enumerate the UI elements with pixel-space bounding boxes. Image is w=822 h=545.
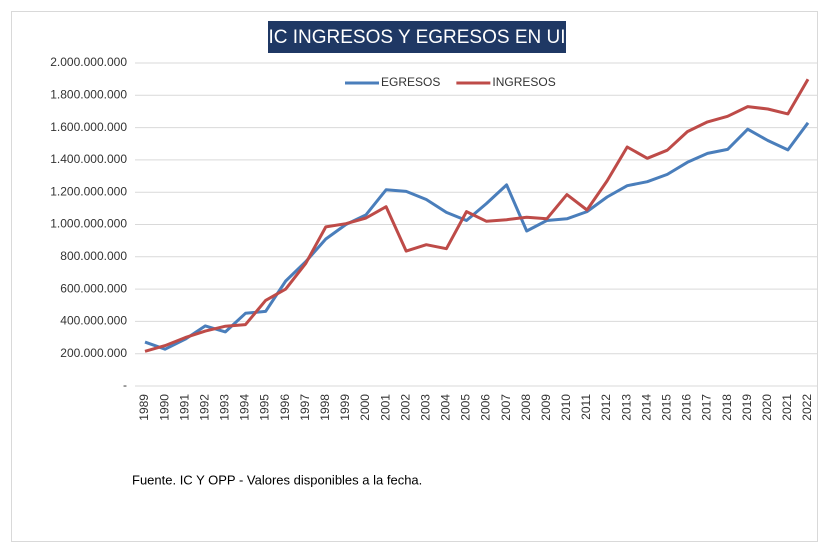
x-tick-label: 2016 [680, 394, 694, 421]
x-tick-label: 1991 [177, 394, 191, 421]
x-tick-label: 2000 [358, 394, 372, 421]
x-tick-label: 1999 [338, 394, 352, 421]
chart-title: IC INGRESOS Y EGRESOS EN UI [268, 27, 565, 48]
x-tick-label: 2017 [700, 394, 714, 421]
x-tick-label: 1992 [197, 394, 211, 421]
x-tick-label: 2022 [800, 394, 814, 421]
y-tick-label: 1.000.000.000 [50, 217, 127, 231]
x-tick-label: 2015 [660, 394, 674, 421]
x-tick-label: 2013 [619, 394, 633, 421]
x-tick-label: 2020 [760, 394, 774, 421]
x-tick-label: 1995 [258, 394, 272, 421]
x-tick-label: 2003 [418, 394, 432, 421]
y-tick-label: 600.000.000 [60, 281, 127, 295]
x-tick-label: 2009 [539, 394, 553, 421]
y-tick-label: 800.000.000 [60, 249, 127, 263]
x-tick-label: 2006 [479, 394, 493, 421]
y-tick-label: 1.800.000.000 [50, 87, 127, 101]
x-tick-label: 1990 [157, 394, 171, 421]
y-tick-label: 1.200.000.000 [50, 184, 127, 198]
x-tick-label: 2019 [740, 394, 754, 421]
x-tick-label: 2005 [459, 394, 473, 421]
x-tick-label: 1989 [137, 394, 151, 421]
series-line [144, 78, 810, 353]
y-tick-label: 1.400.000.000 [50, 152, 127, 166]
y-tick-label: 200.000.000 [60, 346, 127, 360]
chart-frame [11, 11, 818, 542]
x-tick-label: 2012 [599, 394, 613, 421]
x-tick-label: 2021 [780, 394, 794, 421]
x-tick-label: 1993 [218, 394, 232, 421]
x-tick-label: 2010 [559, 394, 573, 421]
x-tick-label: 2018 [720, 394, 734, 421]
legend-label: INGRESOS [492, 75, 555, 89]
y-tick-label: 1.600.000.000 [50, 120, 127, 134]
x-tick-label: 2004 [439, 394, 453, 421]
x-tick-label: 2001 [378, 394, 392, 421]
x-tick-label: 1997 [298, 394, 312, 421]
legend-label: EGRESOS [381, 75, 440, 89]
x-tick-label: 2014 [639, 394, 653, 421]
x-tick-label: 2002 [398, 394, 412, 421]
y-tick-label: - [123, 378, 127, 392]
x-tick-label: 1994 [238, 394, 252, 421]
x-tick-label: 1996 [278, 394, 292, 421]
y-tick-label: 400.000.000 [60, 314, 127, 328]
y-tick-label: 2.000.000.000 [50, 55, 127, 69]
source-note: Fuente. IC Y OPP - Valores disponibles a… [132, 472, 422, 487]
title-box [268, 21, 566, 53]
x-tick-label: 1998 [318, 394, 332, 421]
x-tick-label: 2008 [519, 394, 533, 421]
x-tick-label: 2007 [499, 394, 513, 421]
x-tick-label: 2011 [579, 394, 593, 420]
